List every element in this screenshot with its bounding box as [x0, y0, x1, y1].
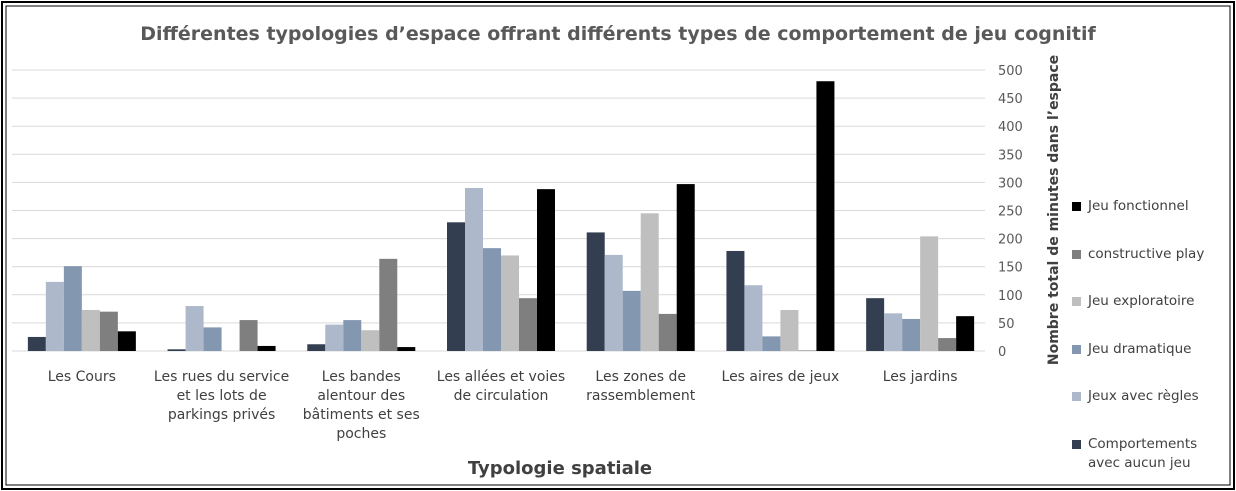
y-tick-label: 300 [998, 176, 1023, 191]
x-tick-label: Les allées et voies de circulation [436, 369, 566, 404]
bar [604, 254, 623, 351]
legend-label: constructive play [1088, 245, 1205, 262]
x-tick-label: Les zones de rassemblement [586, 369, 696, 404]
bar [27, 336, 46, 351]
bar [640, 213, 659, 351]
bar [902, 318, 921, 351]
bar [325, 324, 344, 351]
bar [99, 311, 118, 351]
bar [45, 281, 64, 351]
legend-swatch [1072, 202, 1081, 211]
bar [816, 81, 835, 352]
inner-frame [5, 5, 1231, 486]
legend-swatch [1072, 439, 1081, 449]
legend-label: Comportements avec aucun jeu [1088, 435, 1198, 471]
bar [938, 338, 957, 351]
bar [956, 316, 975, 351]
y-tick-label: 150 [998, 261, 1023, 276]
bar [239, 320, 258, 351]
x-tick-label: Les rues du service et les lots de parki… [153, 369, 290, 423]
bar [257, 345, 276, 351]
bar [483, 248, 501, 351]
bar [537, 189, 555, 351]
x-axis-title: Typologie spatiale [468, 458, 652, 479]
y-tick-label: 100 [998, 289, 1023, 304]
y-tick-label: 200 [998, 233, 1023, 248]
legend-swatch [1072, 344, 1081, 354]
bar [798, 350, 817, 351]
bar [676, 184, 695, 351]
bar [117, 331, 136, 351]
bar [185, 306, 204, 351]
bar [586, 232, 605, 351]
y-tick-label: 450 [998, 92, 1023, 107]
bar [379, 258, 398, 351]
bar [884, 313, 903, 351]
legend-swatch [1072, 297, 1081, 306]
x-tick-label: Les aires de jeux [721, 369, 840, 385]
bar [744, 285, 763, 351]
y-tick-label: 50 [998, 317, 1015, 332]
x-tick-label: Les Cours [47, 369, 116, 385]
y-axis-title: Nombre total de minutes dans l’espace [1046, 55, 1062, 365]
bar [920, 236, 939, 351]
bar [519, 298, 537, 351]
y-tick-label: 400 [998, 120, 1023, 135]
bar [726, 250, 745, 351]
bar [780, 309, 799, 351]
bar [343, 320, 362, 351]
bar [81, 309, 100, 351]
y-tick-label: 350 [998, 148, 1023, 163]
bar [762, 336, 781, 351]
bar [361, 330, 380, 351]
bar [866, 298, 885, 351]
legend-swatch [1072, 392, 1081, 401]
x-tick-label: Les bandes alentour des bâtiments et ses… [302, 369, 420, 442]
y-tick-label: 0 [998, 345, 1006, 360]
bar [397, 347, 416, 351]
bar [658, 313, 677, 351]
bar [167, 349, 186, 351]
bar [501, 255, 519, 351]
legend-label: Jeux avec règles [1088, 388, 1199, 404]
legend-label: Jeu fonctionnel [1088, 198, 1189, 214]
bar [622, 290, 641, 351]
bar [203, 327, 222, 351]
bar [63, 266, 82, 351]
bar [307, 344, 326, 351]
legend-swatch [1072, 249, 1081, 259]
chart-title: Différentes typologies d’espace offrant … [140, 23, 1096, 45]
legend-label: Jeu exploratoire [1088, 293, 1195, 309]
bar [465, 188, 483, 351]
legend-label: Jeu dramatique [1088, 340, 1192, 357]
bar [447, 222, 465, 351]
x-tick-label: Les jardins [882, 369, 958, 385]
y-tick-label: 500 [998, 64, 1023, 79]
y-tick-label: 250 [998, 205, 1023, 220]
